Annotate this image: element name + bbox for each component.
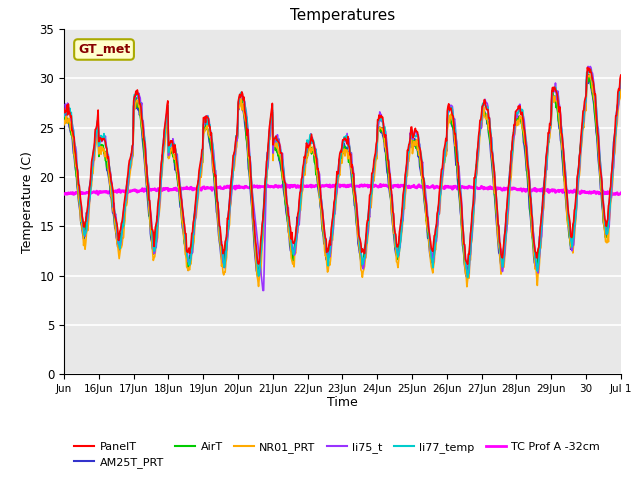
AirT bbox=[125, 171, 133, 177]
NR01_PRT bbox=[60, 122, 68, 128]
Line: PanelT: PanelT bbox=[64, 68, 621, 264]
AM25T_PRT bbox=[277, 167, 285, 173]
li77_temp bbox=[60, 114, 68, 120]
PanelT bbox=[431, 232, 439, 238]
AM25T_PRT bbox=[254, 274, 262, 280]
li77_temp bbox=[464, 275, 472, 280]
Line: AirT: AirT bbox=[64, 74, 621, 276]
li75_t bbox=[125, 166, 133, 172]
Title: Temperatures: Temperatures bbox=[290, 9, 395, 24]
PanelT bbox=[400, 187, 408, 193]
TC Prof A -32cm bbox=[432, 185, 440, 191]
AirT bbox=[400, 198, 408, 204]
li75_t bbox=[228, 189, 236, 195]
PanelT bbox=[276, 150, 284, 156]
AirT bbox=[463, 274, 471, 279]
li75_t bbox=[432, 237, 440, 243]
X-axis label: Time: Time bbox=[327, 396, 358, 408]
li77_temp bbox=[276, 146, 284, 152]
li75_t bbox=[401, 196, 408, 202]
AM25T_PRT bbox=[256, 256, 264, 262]
TC Prof A -32cm bbox=[401, 183, 408, 189]
li77_temp bbox=[617, 76, 625, 82]
li75_t bbox=[60, 113, 68, 119]
AM25T_PRT bbox=[228, 173, 236, 179]
li75_t bbox=[255, 254, 263, 260]
Y-axis label: Temperature (C): Temperature (C) bbox=[21, 151, 34, 252]
AM25T_PRT bbox=[401, 182, 408, 188]
AirT bbox=[585, 72, 593, 77]
PanelT bbox=[584, 65, 591, 71]
NR01_PRT bbox=[276, 154, 284, 159]
AirT bbox=[255, 267, 263, 273]
NR01_PRT bbox=[463, 284, 471, 289]
AM25T_PRT bbox=[617, 84, 625, 90]
Line: li75_t: li75_t bbox=[64, 66, 621, 290]
li77_temp bbox=[431, 244, 439, 250]
Line: li77_temp: li77_temp bbox=[64, 69, 621, 277]
Line: NR01_PRT: NR01_PRT bbox=[64, 75, 621, 287]
TC Prof A -32cm bbox=[255, 183, 263, 189]
AirT bbox=[60, 115, 68, 120]
li77_temp bbox=[586, 66, 593, 72]
PanelT bbox=[617, 72, 625, 78]
li77_temp bbox=[255, 271, 263, 276]
TC Prof A -32cm bbox=[349, 181, 356, 187]
AirT bbox=[617, 81, 625, 87]
AirT bbox=[228, 179, 236, 184]
NR01_PRT bbox=[228, 185, 236, 191]
TC Prof A -32cm bbox=[125, 188, 133, 194]
AM25T_PRT bbox=[125, 166, 133, 171]
NR01_PRT bbox=[431, 246, 439, 252]
PanelT bbox=[255, 259, 263, 265]
TC Prof A -32cm bbox=[228, 185, 236, 191]
Line: AM25T_PRT: AM25T_PRT bbox=[64, 79, 621, 277]
li77_temp bbox=[400, 203, 408, 208]
li75_t bbox=[277, 150, 285, 156]
NR01_PRT bbox=[586, 72, 593, 78]
TC Prof A -32cm bbox=[276, 184, 284, 190]
li75_t bbox=[617, 78, 625, 84]
li77_temp bbox=[125, 166, 133, 172]
NR01_PRT bbox=[125, 176, 133, 181]
PanelT bbox=[125, 158, 133, 164]
PanelT bbox=[60, 106, 68, 111]
Legend: PanelT, AM25T_PRT, AirT, NR01_PRT, li75_t, li77_temp, TC Prof A -32cm: PanelT, AM25T_PRT, AirT, NR01_PRT, li75_… bbox=[70, 437, 604, 472]
TC Prof A -32cm bbox=[60, 192, 68, 197]
li77_temp bbox=[228, 185, 236, 191]
NR01_PRT bbox=[400, 204, 408, 210]
PanelT bbox=[464, 261, 472, 267]
AirT bbox=[276, 155, 284, 161]
PanelT bbox=[228, 173, 236, 179]
li75_t bbox=[259, 288, 267, 293]
Text: GT_met: GT_met bbox=[78, 43, 130, 56]
li75_t bbox=[584, 63, 592, 69]
NR01_PRT bbox=[617, 81, 625, 87]
TC Prof A -32cm bbox=[617, 190, 625, 196]
NR01_PRT bbox=[255, 275, 263, 281]
Line: TC Prof A -32cm: TC Prof A -32cm bbox=[64, 184, 621, 195]
TC Prof A -32cm bbox=[615, 192, 623, 198]
AM25T_PRT bbox=[60, 119, 68, 125]
AM25T_PRT bbox=[583, 76, 591, 82]
AM25T_PRT bbox=[432, 226, 440, 232]
AirT bbox=[431, 242, 439, 248]
